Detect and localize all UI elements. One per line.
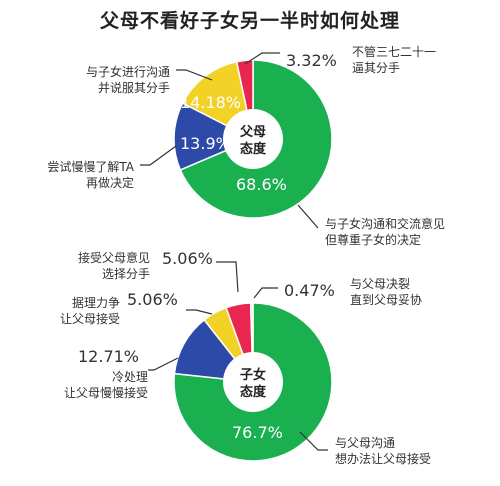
pie-slice	[173, 102, 255, 171]
pie-hole	[223, 352, 283, 412]
slice-description: 逼其分手	[352, 61, 400, 75]
center-label: 父母	[239, 125, 266, 140]
slice-value-label: 3.32%	[286, 51, 337, 70]
leader-line	[176, 69, 213, 81]
slice-description: 冷处理	[112, 370, 148, 384]
slice-value-label: 14.18%	[180, 93, 241, 112]
slice-value-label: 5.06%	[162, 249, 213, 268]
slice-value-label: 13.9%	[180, 134, 231, 153]
center-label: 态度	[240, 141, 267, 157]
slice-description: 让父母慢慢接受	[64, 385, 148, 400]
leader-line	[140, 145, 177, 166]
slice-description: 不管三七二十一	[352, 44, 436, 59]
leader-line	[244, 52, 280, 65]
slice-description: 想办法让父母接受	[335, 451, 431, 466]
slice-value-label: 0.47%	[284, 281, 335, 300]
leader-line	[299, 431, 328, 451]
slice-description: 据理力争	[72, 296, 120, 310]
slice-description: 直到父母妥协	[350, 292, 422, 307]
pie-hole	[223, 109, 283, 169]
leader-line	[297, 204, 319, 229]
leader-line	[216, 261, 239, 293]
leader-line	[253, 287, 278, 299]
slice-description: 让父母接受	[60, 311, 120, 326]
slice-description: 再做决定	[86, 175, 134, 190]
leader-line	[148, 357, 179, 371]
slice-value-label: 12.71%	[78, 347, 139, 366]
slice-value-label: 68.6%	[236, 175, 287, 194]
slice-description: 接受父母意见	[78, 250, 150, 265]
slice-description: 与子女沟通和交流意见	[325, 216, 445, 231]
slice-description: 与父母沟通	[335, 436, 395, 450]
slice-description: 选择分手	[102, 267, 150, 281]
slice-description: 但尊重子女的决定	[325, 232, 421, 247]
slice-description: 尝试慢慢了解TA	[47, 159, 134, 174]
slice-description: 与父母决裂	[350, 277, 410, 291]
chart-title: 父母不看好子女另一半时如何处理	[99, 10, 400, 32]
center-label: 子女	[240, 367, 266, 383]
center-label: 态度	[240, 384, 267, 400]
slice-value-label: 5.06%	[127, 290, 178, 309]
slice-value-label: 76.7%	[232, 423, 283, 442]
leader-line	[186, 309, 213, 315]
slice-description: 并说服其分手	[98, 80, 170, 95]
slice-description: 与子女进行沟通	[86, 64, 170, 79]
